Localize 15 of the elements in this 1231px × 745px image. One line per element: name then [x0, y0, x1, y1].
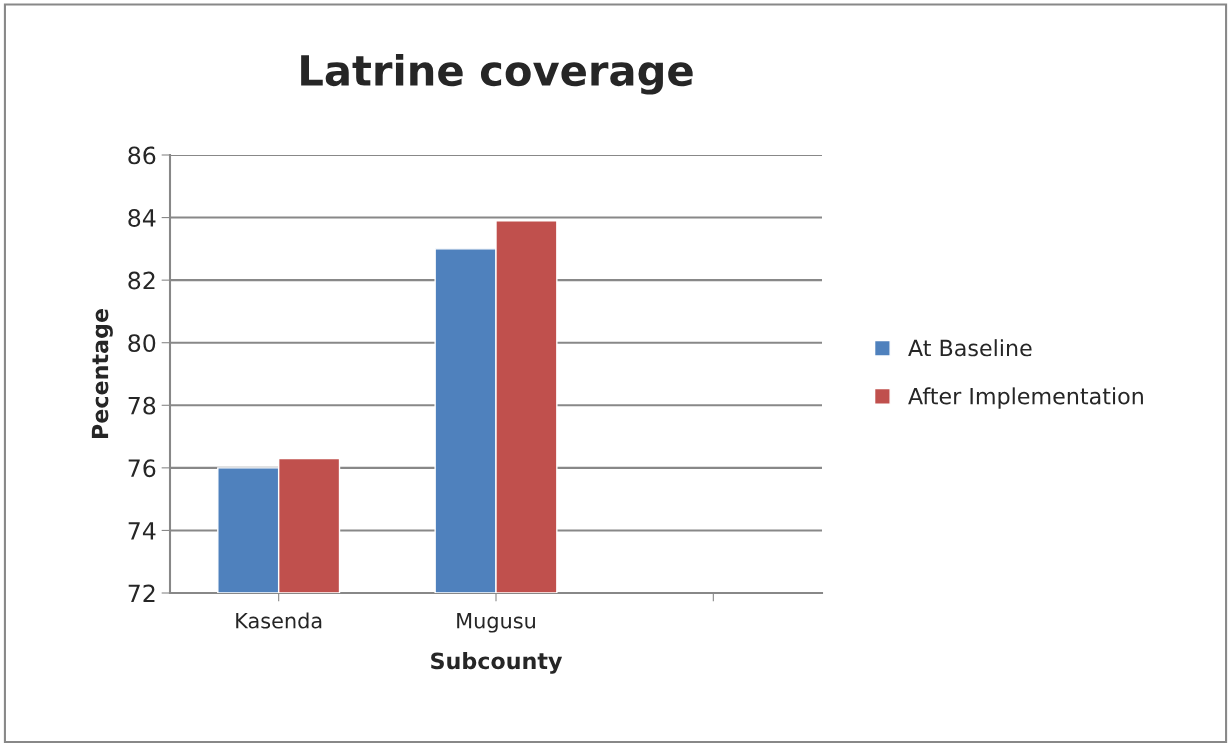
y-tick-label: 76: [128, 459, 156, 478]
y-tick-label: 86: [128, 146, 156, 165]
y-tick-label: 74: [128, 522, 156, 540]
chart-title: Latrine coverage: [301, 53, 693, 95]
legend-label: After Implementation: [908, 387, 1143, 409]
x-axis-title: Subcounty: [431, 652, 563, 674]
y-tick-label: 78: [128, 396, 156, 415]
y-axis-title: Pecentage: [91, 309, 113, 438]
x-tick-label: Mugusu: [457, 613, 535, 633]
x-tick-label: Kasenda: [236, 612, 322, 629]
y-tick-label: 80: [128, 334, 156, 353]
legend-label: At Baseline: [908, 339, 1032, 357]
y-tick-label: 84: [128, 209, 156, 227]
y-tick-label: 72: [128, 584, 155, 602]
y-tick-label: 82: [128, 271, 155, 290]
